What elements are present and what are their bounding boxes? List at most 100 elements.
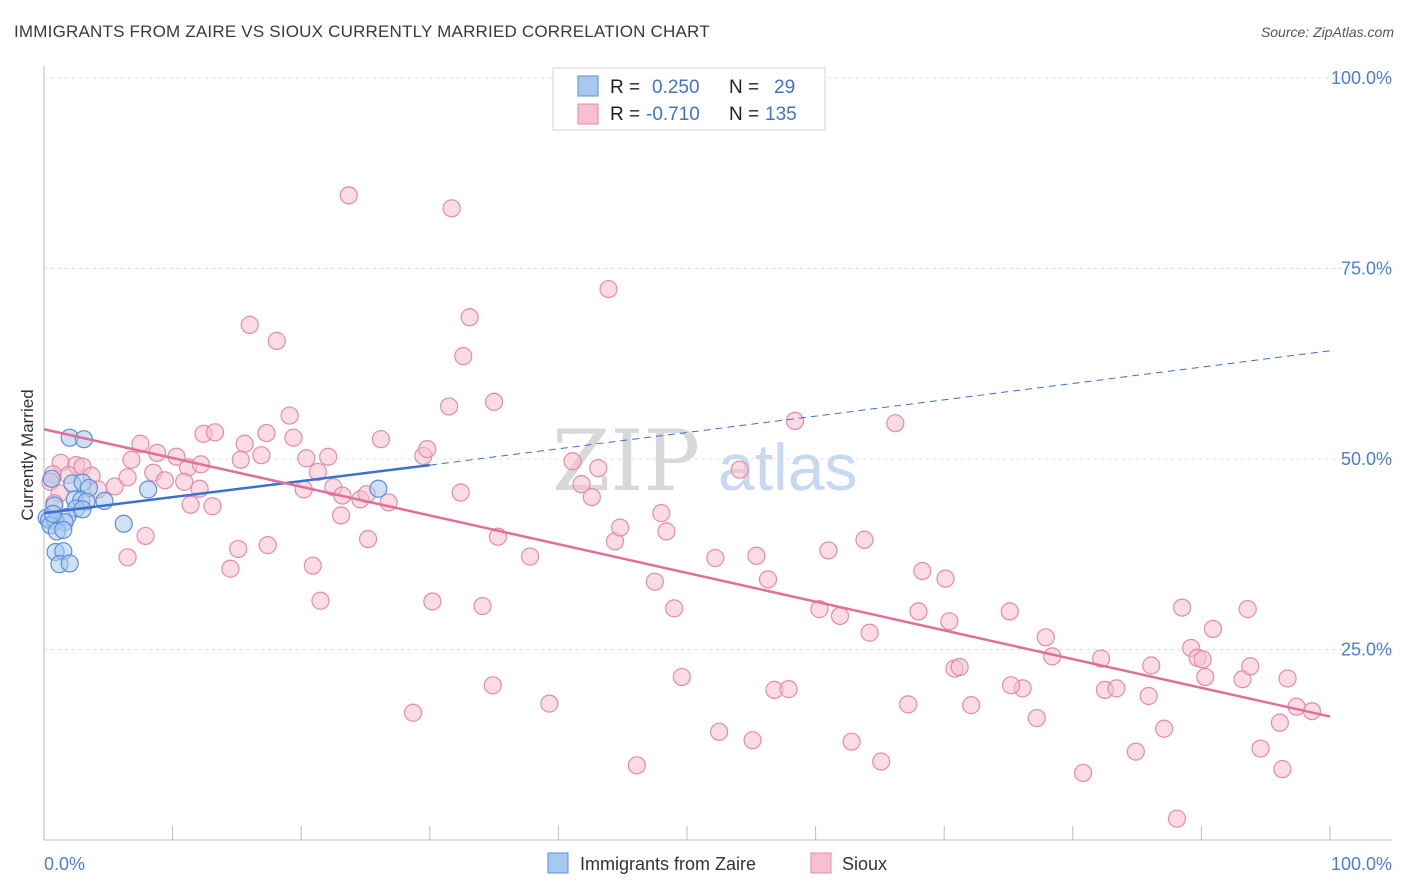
sioux-point: [582, 488, 601, 507]
sioux-point: [743, 731, 762, 750]
legend-n-value-sioux: 135: [765, 104, 797, 125]
zaire-point: [60, 554, 79, 573]
series-legend: Immigrants from Zaire Sioux: [547, 852, 887, 874]
sioux-point: [229, 539, 248, 559]
sioux-point: [599, 279, 618, 299]
sioux-point: [371, 430, 391, 449]
x-tick-label-min: 0.0%: [44, 854, 85, 874]
legend-n-value-zaire: 29: [774, 77, 795, 98]
sioux-point: [830, 606, 850, 626]
sioux-point: [730, 460, 749, 479]
sioux-point: [308, 462, 328, 482]
sioux-point: [779, 680, 798, 699]
sioux-point: [785, 411, 805, 430]
sioux-point: [231, 450, 250, 469]
sioux-point: [118, 548, 137, 567]
sioux-point: [319, 447, 338, 466]
sioux-point: [418, 439, 437, 459]
sioux-point: [442, 199, 461, 218]
sioux-point: [521, 547, 540, 566]
sioux-point: [819, 541, 838, 560]
legend-r-label-sioux: R =: [610, 104, 640, 125]
sioux-point: [1001, 676, 1021, 695]
y-tick-label-100: 100.0%: [1331, 68, 1392, 88]
sioux-point: [284, 428, 303, 447]
legend-n-label-sioux: N =: [729, 104, 759, 125]
sioux-point: [1139, 686, 1158, 706]
sioux-point: [454, 347, 473, 366]
sioux-point: [1167, 809, 1187, 828]
sioux-point: [136, 526, 155, 546]
y-axis-title: Currently Married: [18, 389, 37, 520]
legend-r-value-zaire: 0.250: [652, 77, 700, 98]
sioux-point: [131, 434, 150, 453]
sioux-point: [810, 600, 829, 619]
zaire-trend-extension: [429, 350, 1331, 466]
sioux-point: [1241, 657, 1260, 676]
sioux-point: [842, 732, 861, 751]
series-legend-swatch-zaire: [547, 852, 569, 874]
sioux-point: [909, 602, 928, 621]
x-tick-labels: 0.0% 100.0%: [44, 854, 1392, 874]
series-legend-label-zaire: Immigrants from Zaire: [580, 854, 756, 874]
sioux-point: [1270, 713, 1289, 732]
sioux-point: [118, 468, 137, 487]
sioux-point: [855, 530, 874, 549]
axes: [43, 66, 1392, 841]
sioux-point: [1107, 679, 1126, 698]
sioux-point: [1173, 598, 1192, 617]
sioux-point: [747, 546, 766, 565]
y-tick-labels: 25.0% 50.0% 75.0% 100.0%: [1331, 68, 1392, 660]
sioux-point: [940, 612, 959, 631]
sioux-point: [936, 569, 955, 588]
sioux-point: [473, 596, 492, 616]
sioux-point: [311, 591, 330, 610]
sioux-point: [672, 667, 691, 687]
sioux-point: [358, 529, 378, 549]
sioux-point: [485, 392, 504, 411]
sioux-points: [41, 186, 1322, 828]
sioux-point: [950, 657, 969, 677]
x-tick-label-max: 100.0%: [1331, 854, 1392, 874]
sioux-point: [1142, 656, 1161, 675]
sioux-point: [645, 572, 664, 591]
sioux-point: [665, 599, 684, 618]
sioux-point: [1238, 600, 1257, 619]
sioux-point: [423, 592, 442, 611]
zaire-point: [42, 469, 61, 488]
sioux-point: [331, 506, 351, 525]
sioux-point: [1091, 649, 1111, 668]
sioux-point: [297, 449, 316, 468]
zaire-trend-line: [43, 463, 430, 515]
sioux-point: [872, 752, 891, 771]
sioux-point: [860, 623, 879, 642]
sioux-point: [181, 495, 200, 514]
sioux-point: [155, 471, 174, 490]
sioux-point: [1273, 760, 1292, 779]
y-tick-label-25: 25.0%: [1341, 640, 1392, 660]
zaire-point: [139, 480, 158, 499]
chart-title: IMMIGRANTS FROM ZAIRE VS SIOUX CURRENTLY…: [14, 22, 710, 41]
sioux-point: [899, 695, 918, 714]
sioux-point: [1027, 708, 1046, 728]
sioux-point: [706, 548, 725, 568]
sioux-trend-line: [43, 428, 1331, 718]
sioux-point: [1000, 602, 1019, 621]
sioux-point: [205, 423, 225, 442]
sioux-point: [572, 475, 591, 494]
y-tick-label-50: 50.0%: [1341, 449, 1392, 469]
sioux-point: [962, 696, 981, 715]
sioux-point: [203, 497, 222, 516]
sioux-point: [886, 414, 905, 433]
sioux-point: [1203, 619, 1223, 639]
sioux-point: [563, 452, 582, 471]
sioux-point: [652, 504, 671, 523]
sioux-point: [913, 561, 932, 581]
zaire-point: [114, 514, 133, 533]
y-tick-label-75: 75.0%: [1341, 259, 1392, 279]
sioux-point: [257, 423, 276, 443]
sioux-point: [235, 434, 254, 453]
sioux-point: [240, 315, 259, 334]
legend-r-label-zaire: R =: [610, 77, 640, 98]
trend-lines: [43, 350, 1331, 718]
